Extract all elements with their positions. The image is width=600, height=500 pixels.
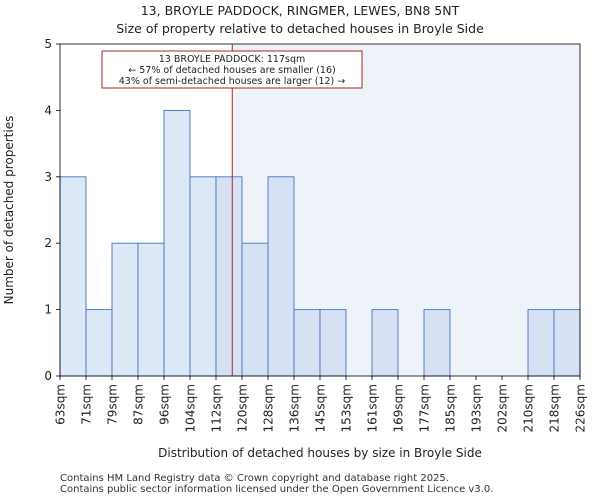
- histogram-bar-104sqm: [189, 176, 217, 377]
- histogram-bar-87sqm: [137, 242, 165, 377]
- footer-line-1: Contains HM Land Registry data © Crown c…: [60, 473, 449, 484]
- x-tick-label-218sqm: 218sqm: [548, 384, 562, 432]
- x-tick-label-104sqm: 104sqm: [184, 384, 198, 432]
- annotation-box: 13 BROYLE PADDOCK: 117sqm ← 57% of detac…: [101, 50, 363, 89]
- x-tick-label-161sqm: 161sqm: [366, 384, 380, 432]
- histogram-bar-120sqm: [241, 242, 269, 377]
- chart-subtitle: Size of property relative to detached ho…: [116, 21, 484, 36]
- x-tick-label-153sqm: 153sqm: [340, 384, 354, 432]
- footer-line-2: Contains public sector information licen…: [60, 484, 494, 495]
- x-tick-label-136sqm: 136sqm: [288, 384, 302, 432]
- y-axis-label: Number of detached properties: [2, 116, 16, 305]
- x-tick-label-177sqm: 177sqm: [418, 384, 432, 432]
- histogram-bar-96sqm: [163, 109, 191, 377]
- x-tick-label-79sqm: 79sqm: [106, 384, 120, 425]
- x-tick-label-63sqm: 63sqm: [54, 384, 68, 425]
- y-tick-label: 1: [44, 303, 52, 317]
- histogram-bar-218sqm: [553, 309, 581, 377]
- annotation-line-1: 13 BROYLE PADDOCK: 117sqm: [159, 54, 305, 65]
- histogram-bar-145sqm: [319, 309, 347, 377]
- histogram-bar-128sqm: [267, 176, 295, 377]
- x-tick-label-169sqm: 169sqm: [392, 384, 406, 432]
- y-tick-label: 5: [44, 37, 52, 51]
- x-axis-label: Distribution of detached houses by size …: [158, 446, 482, 460]
- histogram-bar-112sqm: [215, 176, 243, 377]
- chart-title: 13, BROYLE PADDOCK, RINGMER, LEWES, BN8 …: [140, 3, 460, 18]
- x-tick-label-96sqm: 96sqm: [158, 384, 172, 425]
- annotation-line-3: 43% of semi-detached houses are larger (…: [119, 76, 346, 87]
- x-tick-label-128sqm: 128sqm: [262, 384, 276, 432]
- x-tick-label-202sqm: 202sqm: [496, 384, 510, 432]
- x-tick-label-145sqm: 145sqm: [314, 384, 328, 432]
- x-tick-label-112sqm: 112sqm: [210, 384, 224, 432]
- x-tick-label-193sqm: 193sqm: [470, 384, 484, 432]
- histogram-bar-177sqm: [423, 309, 451, 377]
- histogram-bar-210sqm: [527, 309, 555, 377]
- y-tick-label: 0: [44, 369, 52, 383]
- annotation-line-2: ← 57% of detached houses are smaller (16…: [128, 65, 335, 76]
- x-tick-label-87sqm: 87sqm: [132, 384, 146, 425]
- histogram-bar-136sqm: [293, 309, 321, 377]
- x-tick-label-226sqm: 226sqm: [574, 384, 588, 432]
- y-tick-label: 3: [44, 170, 52, 184]
- y-tick-label: 2: [44, 236, 52, 250]
- x-tick-label-185sqm: 185sqm: [444, 384, 458, 432]
- histogram-bar-63sqm: [59, 176, 87, 377]
- histogram-bar-79sqm: [111, 242, 139, 377]
- x-tick-label-71sqm: 71sqm: [80, 384, 94, 425]
- histogram-bar-161sqm: [371, 309, 399, 377]
- x-tick-label-120sqm: 120sqm: [236, 384, 250, 432]
- y-tick-label: 4: [44, 103, 52, 117]
- x-tick-label-210sqm: 210sqm: [522, 384, 536, 432]
- histogram-bar-71sqm: [85, 309, 113, 377]
